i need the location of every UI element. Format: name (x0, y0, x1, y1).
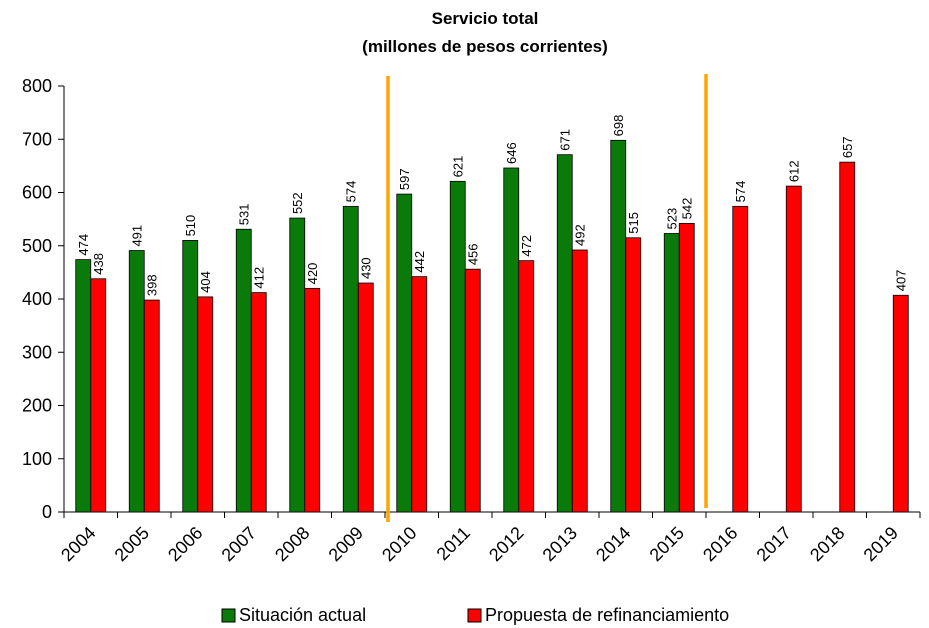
y-tick-label: 800 (22, 76, 52, 96)
y-tick-label: 500 (22, 236, 52, 256)
bar-propuesta-2007 (250, 292, 267, 513)
reference-lines (386, 74, 708, 522)
y-tick-label: 700 (22, 129, 52, 149)
y-tick-label: 100 (22, 449, 52, 469)
legend-swatch (221, 608, 236, 623)
x-tick-label: 2007 (218, 523, 260, 565)
y-axis: 0 100 200 300 400 500 600 700 800 (22, 76, 65, 522)
bar-propuesta-2010 (411, 276, 428, 513)
x-tick-label: 2014 (592, 523, 634, 565)
data-label: 671 (558, 129, 573, 151)
chart-title-line-2: (millones de pesos corrientes) (362, 37, 608, 56)
legend-swatch (467, 608, 482, 623)
x-tick-label: 2017 (753, 523, 795, 565)
data-label: 438 (91, 253, 106, 275)
bar-situacion-actual-2011 (449, 180, 466, 513)
data-label: 612 (787, 160, 802, 182)
bar-propuesta-2013 (571, 249, 588, 513)
bar-situacion-actual-2015 (663, 233, 680, 513)
bar-propuesta-2012 (518, 260, 535, 513)
bar-situacion-actual-2012 (503, 167, 520, 513)
data-label: 515 (626, 212, 641, 234)
data-label: 430 (359, 257, 374, 279)
x-tick-label: 2015 (646, 523, 688, 565)
data-label: 472 (519, 235, 534, 257)
bars: 474 491 510 531 552 574 597 621 646 671 698 523 438 3… (75, 115, 909, 513)
x-tick-label: 2009 (325, 523, 367, 565)
x-tick-label: 2010 (378, 523, 420, 565)
x-tick-label: 2004 (57, 523, 99, 565)
x-tick-label: 2019 (860, 523, 902, 565)
x-tick-label: 2016 (699, 523, 741, 565)
data-label: 492 (573, 224, 588, 246)
y-tick-label: 600 (22, 183, 52, 203)
data-label: 621 (451, 156, 466, 178)
bar-situacion-actual-2013 (556, 154, 573, 513)
data-label: 491 (130, 225, 145, 247)
data-label: 574 (344, 181, 359, 203)
bar-propuesta-2017 (785, 185, 802, 513)
bar-propuesta-2005 (143, 299, 160, 513)
data-label: 407 (894, 270, 909, 292)
x-tick-label: 2012 (485, 523, 527, 565)
bar-propuesta-2018 (839, 161, 856, 513)
legend-label: Propuesta de refinanciamiento (485, 605, 729, 625)
data-label: 404 (198, 271, 213, 293)
data-label: 531 (237, 204, 252, 226)
data-label: 456 (466, 243, 481, 265)
x-tick-label: 2013 (539, 523, 581, 565)
data-label: 412 (252, 267, 267, 289)
bar-situacion-actual-2009 (342, 205, 359, 513)
bar-propuesta-2011 (464, 268, 481, 513)
bar-situacion-actual-2004 (75, 259, 92, 513)
x-tick-label: 2018 (806, 523, 848, 565)
data-label: 646 (504, 142, 519, 164)
bar-situacion-actual-2005 (128, 250, 145, 513)
data-label: 474 (76, 234, 91, 256)
bar-situacion-actual-2007 (235, 228, 252, 513)
bar-propuesta-2008 (304, 287, 321, 513)
y-tick-label: 400 (22, 289, 52, 309)
data-label: 657 (840, 136, 855, 158)
x-tick-label: 2006 (164, 523, 206, 565)
data-label: 510 (183, 215, 198, 237)
legend-label: Situación actual (239, 605, 366, 625)
data-label: 552 (290, 192, 305, 214)
y-tick-label: 300 (22, 342, 52, 362)
x-tick-label: 2011 (433, 523, 475, 565)
chart-title-line-1: Servicio total (432, 9, 539, 28)
x-tick-label: 2005 (111, 523, 153, 565)
bar-propuesta-2015 (678, 222, 695, 513)
data-label: 398 (145, 274, 160, 296)
y-tick-label: 0 (42, 502, 52, 522)
x-axis: 2004 2005 2006 2007 2008 2009 2010 2011 2012 2013… (57, 511, 921, 565)
data-label: 420 (305, 263, 320, 285)
legend: Situación actual Propuesta de refinanciam… (221, 605, 729, 625)
bar-propuesta-2014 (625, 237, 642, 513)
bar-propuesta-2016 (732, 205, 749, 513)
bar-propuesta-2009 (357, 282, 374, 513)
x-tick-label: 2008 (271, 523, 313, 565)
data-label: 698 (611, 115, 626, 137)
bar-situacion-actual-2008 (289, 217, 306, 513)
data-label: 597 (397, 168, 412, 190)
bar-situacion-actual-2014 (610, 139, 627, 513)
bar-situacion-actual-2010 (396, 193, 413, 513)
data-label: 574 (733, 181, 748, 203)
bar-propuesta-2019 (892, 294, 909, 513)
data-label: 542 (680, 198, 695, 220)
y-tick-label: 200 (22, 396, 52, 416)
data-label: 523 (665, 208, 680, 230)
bar-propuesta-2004 (90, 278, 107, 513)
data-label: 442 (412, 251, 427, 273)
bar-propuesta-2006 (197, 296, 214, 513)
bar-situacion-actual-2006 (182, 240, 199, 513)
